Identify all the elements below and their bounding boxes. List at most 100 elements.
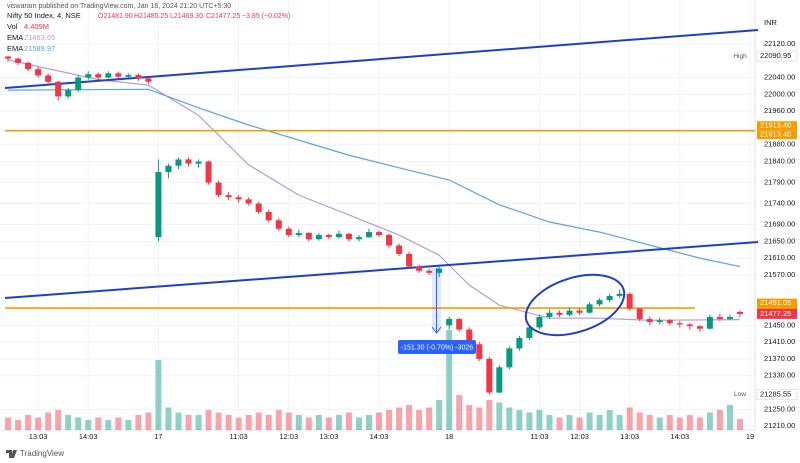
volume-bar	[145, 412, 152, 430]
candle-body	[596, 300, 603, 305]
y-tick-label: 21610.00	[764, 253, 795, 262]
volume-bar	[666, 415, 673, 430]
candle-body	[656, 320, 663, 322]
candle-body	[75, 77, 82, 91]
candle-body	[125, 75, 132, 77]
y-tick-label: 22000.00	[764, 89, 795, 98]
candle-body	[436, 268, 443, 273]
candle-body	[736, 311, 743, 314]
candle-body	[355, 237, 362, 240]
volume-bar	[546, 415, 553, 430]
x-tick-label: 11:03	[230, 432, 248, 441]
volume-value: 4.409M	[24, 22, 49, 31]
trend-line	[4, 241, 759, 299]
volume-bar	[195, 415, 202, 430]
volume-bar	[135, 415, 142, 430]
volume-bar	[225, 415, 232, 430]
volume-bar	[576, 417, 583, 430]
y-tick-label: 22120.00	[764, 39, 795, 48]
y-tick-label: 21450.00	[764, 320, 795, 329]
low-badge	[756, 389, 798, 400]
level-label: 21913.40	[760, 121, 791, 130]
last-price-badge	[757, 308, 797, 319]
volume-bar	[35, 417, 42, 430]
candle-body	[626, 293, 633, 309]
y-tick-label: 21790.00	[764, 178, 795, 187]
high-label: High	[733, 53, 747, 60]
volume-bar	[426, 407, 433, 430]
candle-body	[386, 235, 393, 246]
volume-bar	[386, 410, 393, 430]
volume-bar	[325, 417, 332, 430]
legend-ohlc: O21481.90	[98, 13, 133, 20]
level-badge	[757, 298, 797, 308]
candle-body	[496, 367, 503, 393]
high-value: 22090.95	[760, 51, 791, 60]
candle-body	[55, 81, 62, 97]
footer-logo	[6, 450, 17, 458]
volume-bar	[586, 412, 593, 430]
level-badge	[757, 130, 797, 140]
candle-body	[556, 312, 563, 315]
level-badge	[757, 121, 797, 131]
x-tick-label: 14:03	[79, 432, 98, 441]
candle-body	[456, 319, 463, 330]
volume-bar	[636, 412, 643, 430]
candle-body	[285, 228, 292, 236]
volume-bar	[115, 417, 122, 430]
candle-body	[245, 199, 252, 204]
candle-body	[15, 58, 22, 63]
candle-body	[576, 310, 583, 313]
candle-body	[5, 56, 12, 59]
volume-bar	[285, 412, 292, 430]
volume-bar	[5, 417, 12, 430]
candle-body	[185, 159, 192, 164]
candle-body	[255, 203, 262, 212]
x-tick-label: 17	[154, 432, 162, 441]
candle-body	[686, 324, 693, 327]
volume-bar	[606, 410, 613, 430]
candle-body	[696, 326, 703, 329]
volume-bar	[706, 412, 713, 430]
y-tick-label: 21650.00	[764, 236, 795, 245]
candle-body	[536, 316, 543, 328]
legend-name: EMA	[7, 33, 23, 42]
y-tick-label: 21210.00	[764, 421, 795, 430]
volume-bar	[616, 415, 623, 430]
measure-label: -151.30 (-0.70%) -3026	[401, 344, 473, 351]
volume-bar	[15, 420, 22, 430]
volume-bar	[365, 415, 372, 430]
x-tick-label: 12:03	[279, 432, 298, 441]
candle-body	[646, 319, 653, 322]
y-tick-label: 21840.00	[764, 157, 795, 166]
trend-line	[4, 29, 759, 89]
volume-bar	[566, 415, 573, 430]
candle-body	[25, 62, 32, 70]
volume-bar	[25, 415, 32, 430]
volume-bar	[646, 415, 653, 430]
candle-body	[115, 73, 122, 77]
candle-body	[476, 344, 483, 359]
volume-bar	[556, 417, 563, 430]
volume-bar	[75, 417, 82, 430]
volume-bar	[205, 410, 212, 430]
highlight-ellipse	[524, 273, 626, 337]
header: viswaram published on TradingView.com, J…	[7, 3, 231, 10]
candle-body	[135, 75, 142, 79]
volume-bar	[245, 415, 252, 430]
candle-body	[365, 232, 372, 238]
legend-ohlc: L21469.30	[170, 13, 203, 20]
candle-body	[325, 235, 332, 238]
x-tick-label: 13:03	[29, 432, 48, 441]
y-tick-label: 21690.00	[764, 220, 795, 229]
volume-bar	[295, 415, 302, 430]
candle-body	[416, 266, 423, 271]
candle-body	[65, 90, 72, 97]
volume-bar	[175, 412, 182, 430]
measure-arrow-head	[431, 326, 442, 334]
volume-bar	[486, 400, 493, 430]
volume-bar	[466, 405, 473, 430]
candle-body	[225, 195, 232, 198]
low-value: 21285.55	[760, 389, 791, 398]
volume-bar	[315, 415, 322, 430]
